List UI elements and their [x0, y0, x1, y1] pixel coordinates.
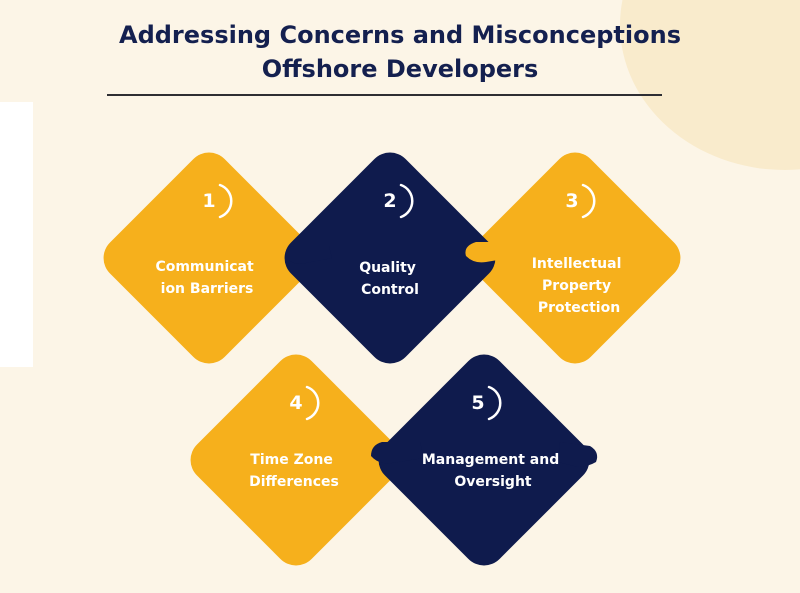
diamond-4-number-arc [305, 385, 320, 421]
diamond-2: 2 Quality Control [284, 152, 496, 364]
diamond-3-label: Intellectual Property Protection [532, 256, 627, 316]
diamond-5-label-line-1: Management and [422, 452, 559, 468]
diamond-1-label-line-2: ion Barriers [161, 281, 254, 297]
diamond-5-connector-tab [371, 442, 424, 464]
diamond-5-right-tab [558, 442, 598, 467]
left-white-panel [0, 102, 33, 367]
diamond-2-connector-tab [285, 246, 332, 264]
diamond-5: 5 Management and Oversight [371, 354, 598, 566]
diamond-4: 4 Time Zone Differences [190, 354, 402, 566]
diamond-2-number: 2 [383, 190, 396, 212]
diamond-3-label-line-3: Protection [538, 300, 620, 316]
diamond-4-shape [190, 354, 402, 566]
diamond-5-shape [378, 354, 590, 566]
diamond-1-label-line-1: Communicat [155, 259, 254, 275]
diamond-5-label: Management and Oversight [422, 452, 564, 490]
page-title: Addressing Concerns and Misconceptions O… [100, 18, 700, 86]
diamond-3: 3 Intellectual Property Protection [469, 152, 681, 364]
diamond-2-label: Quality Control [359, 260, 421, 298]
diamond-5-number: 5 [471, 392, 484, 414]
diamond-3-number: 3 [565, 190, 578, 212]
title-line-1: Addressing Concerns and Misconceptions [119, 21, 681, 49]
diamond-3-label-line-1: Intellectual [532, 256, 622, 272]
diamond-5-label-line-2: Oversight [454, 474, 532, 490]
title-line-2: Offshore Developers [261, 55, 539, 83]
diamond-1-number: 1 [202, 190, 215, 212]
diamond-2-number-arc [399, 183, 414, 219]
diamond-4-label-line-1: Time Zone [250, 452, 333, 468]
diamond-2-shape [284, 152, 496, 364]
diamond-3-connector-tab [465, 242, 510, 263]
diamond-2-label-line-1: Quality [359, 260, 416, 276]
diamond-1-label: Communicat ion Barriers [155, 259, 258, 297]
diamond-3-shape [469, 152, 681, 364]
diamond-3-number-arc [581, 183, 596, 219]
diamond-2-label-line-2: Control [361, 282, 419, 298]
diamond-1: 1 Communicat ion Barriers [103, 152, 315, 364]
diamond-3-label-line-2: Property [542, 278, 611, 294]
diamond-4-label: Time Zone Differences [249, 452, 339, 490]
title-divider [107, 94, 662, 96]
diamond-1-number-arc [218, 183, 233, 219]
diamond-4-label-line-2: Differences [249, 474, 339, 490]
diamond-1-shape [103, 152, 315, 364]
diamond-4-number: 4 [289, 392, 302, 414]
diamond-5-number-arc [487, 385, 502, 421]
